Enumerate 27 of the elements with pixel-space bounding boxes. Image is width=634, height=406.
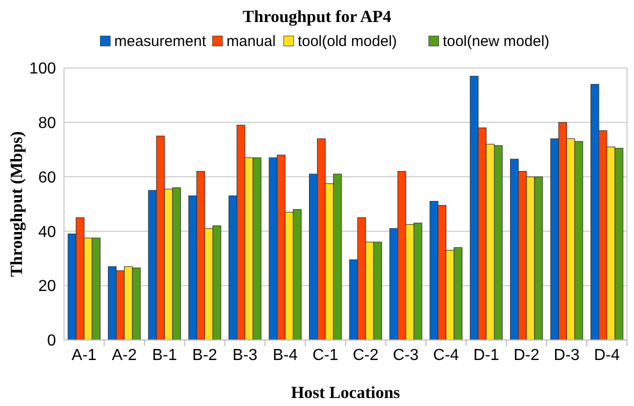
legend-label: tool(new model) (442, 33, 550, 50)
x-tick-label: D-3 (554, 347, 580, 364)
y-tick-label: 100 (29, 60, 56, 78)
legend-label: manual (226, 33, 276, 50)
y-tick-label: 0 (47, 332, 56, 350)
x-tick-label: D-1 (473, 347, 500, 364)
legend-label: measurement (114, 33, 207, 50)
legend-label: tool(old model) (298, 33, 397, 50)
x-tick-label: C-4 (433, 347, 460, 364)
x-axis-title: Host Locations (290, 383, 400, 402)
x-tick-label: C-1 (312, 347, 338, 364)
chart-title: Throughput for AP4 (242, 7, 392, 26)
y-tick-label: 80 (38, 115, 56, 132)
x-tick-label: A-1 (72, 347, 97, 364)
x-tick-label: B-2 (192, 347, 218, 364)
y-axis-title: Throughput (Mbps) (7, 131, 26, 277)
x-tick-label: D-2 (514, 347, 540, 364)
x-tick-label: C-2 (352, 347, 379, 364)
y-tick-label: 20 (38, 278, 56, 296)
x-tick-label: C-3 (392, 347, 419, 364)
y-tick-label: 60 (38, 169, 56, 186)
x-tick-label: B-3 (232, 347, 258, 364)
x-tick-label: A-2 (112, 347, 137, 364)
x-tick-label: B-1 (152, 347, 178, 364)
x-tick-label: B-4 (272, 347, 298, 364)
x-tick-label: D-4 (594, 347, 620, 364)
y-tick-label: 40 (38, 224, 56, 241)
